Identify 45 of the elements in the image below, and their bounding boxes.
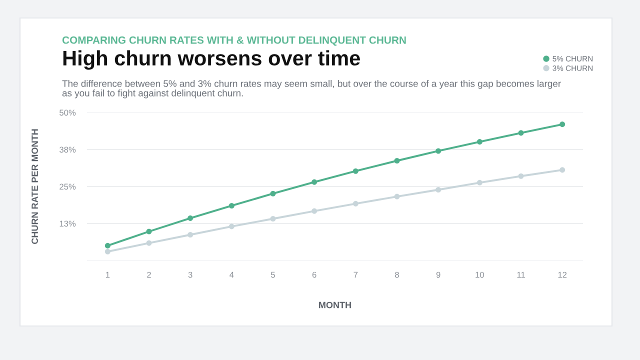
point: [270, 190, 276, 196]
point: [560, 167, 566, 173]
x-tick-label: 5: [271, 272, 275, 278]
point: [394, 194, 400, 200]
x-tick-label: 4: [230, 272, 234, 278]
x-tick-label: 8: [395, 272, 399, 278]
chart-title: High churn worsens over time: [63, 50, 360, 70]
point: [228, 202, 234, 209]
point: [394, 158, 400, 164]
point: [146, 228, 152, 234]
point: [518, 173, 524, 179]
point: [188, 215, 194, 221]
point: [104, 248, 110, 254]
x-tick-label: 3: [188, 272, 192, 278]
point: [436, 148, 442, 154]
text: The difference between 5% and 3% churn rates may seem small, but over the course of a year this gap becomes larger as you fail to fight against delinquent churn.: [62, 80, 561, 98]
point: [560, 122, 566, 128]
y-tick-label: 38%: [60, 146, 76, 153]
point: [312, 208, 318, 214]
x-axis-title: MONTH: [319, 302, 351, 308]
x-tick-label: 12: [558, 272, 567, 278]
point: [104, 242, 110, 248]
point: [270, 216, 276, 222]
x-tick-label: 2: [147, 272, 151, 278]
point: [476, 139, 482, 145]
x-tick-label: 1: [106, 272, 110, 278]
chart-subtitle: COMPARING CHURN RATES WITH & WITHOUT DELINQUENT CHURN: [62, 36, 406, 46]
point: [476, 180, 482, 186]
x-tick-label: 7: [354, 272, 358, 278]
y-tick-label: 50%: [60, 110, 76, 116]
y-axis-title: CHURN RATE PER MONTH: [32, 129, 38, 244]
point: [518, 130, 524, 136]
point: [188, 232, 194, 238]
x-tick-label: 11: [517, 272, 525, 278]
point: [352, 200, 358, 206]
y-tick-label: 13%: [60, 220, 76, 227]
x-tick-label: 10: [476, 272, 484, 278]
point: [436, 186, 442, 193]
point: [352, 168, 358, 174]
point: [146, 240, 152, 246]
point: [312, 179, 318, 185]
x-tick-label: 9: [436, 272, 440, 278]
y-tick-label: 25%: [60, 184, 76, 190]
x-tick-label: 6: [312, 272, 316, 278]
point: [228, 224, 234, 230]
